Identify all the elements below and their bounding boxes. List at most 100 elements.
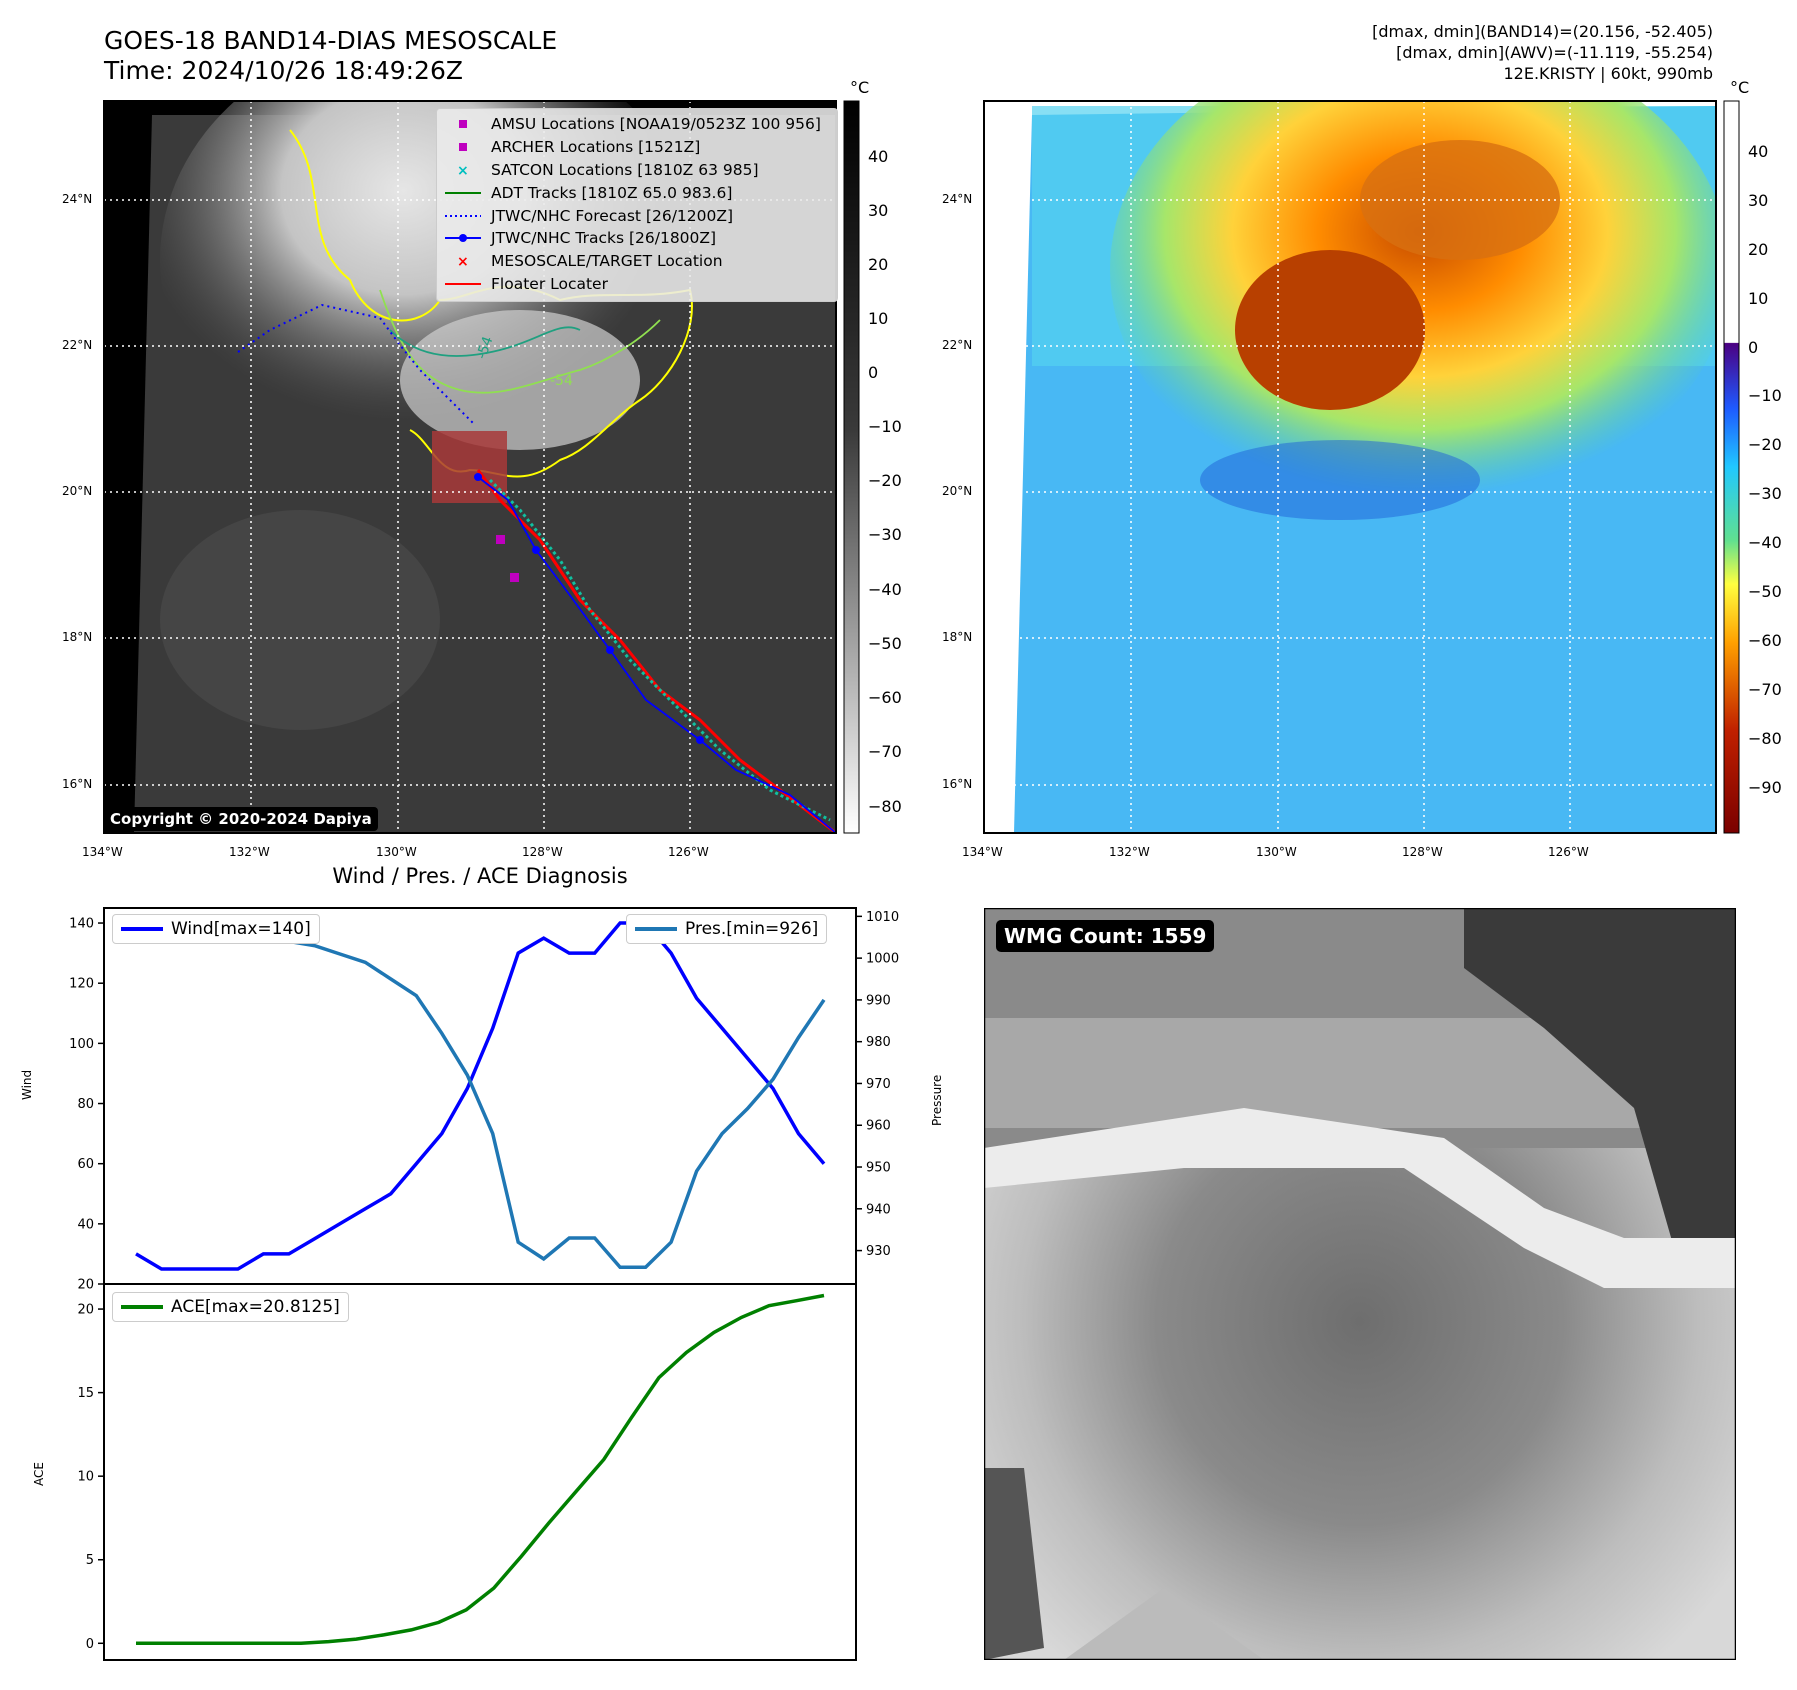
ace-axis-tick-label-1: 15 [77, 1386, 94, 1401]
lon2-tick-132: 132°W [1109, 845, 1150, 859]
gray-cb-m10: −10 [868, 417, 902, 436]
gray-colorbar [843, 100, 860, 834]
lon-tick-132: 132°W [229, 845, 270, 859]
color-cb-m40: −40 [1748, 533, 1782, 552]
color-cb-m10: −10 [1748, 386, 1782, 405]
lat-tick-24: 24°N [62, 192, 93, 206]
color-cb-m70: −70 [1748, 680, 1782, 699]
lon2-tick-130: 130°W [1256, 845, 1297, 859]
wind-axis-tick-label-3: 80 [77, 1097, 94, 1112]
gray-cb-40: 40 [868, 147, 889, 166]
color-cb-20: 20 [1748, 240, 1769, 259]
band14-range: [dmax, dmin](BAND14)=(20.156, -52.405) [1372, 22, 1713, 41]
diagnosis-title: Wind / Pres. / ACE Diagnosis [332, 864, 628, 888]
gray-cb-m40: −40 [868, 580, 902, 599]
color-cb-0: 0 [1748, 338, 1759, 357]
lat-tick-16: 16°N [62, 777, 93, 791]
legend-mesoscale: MESOSCALE/TARGET Location [491, 252, 723, 271]
lon2-tick-134: 134°W [962, 845, 1003, 859]
lat-tick-22: 22°N [62, 338, 93, 352]
wind-axis-tick-label-1: 120 [69, 977, 94, 992]
gray-cb-m60: −60 [868, 688, 902, 707]
lat2-tick-20: 20°N [942, 484, 973, 498]
legend-satcon: SATCON Locations [1810Z 63 985] [491, 160, 759, 179]
gray-cb-m30: −30 [868, 525, 902, 544]
gray-cb-m80: −80 [868, 797, 902, 816]
ace-axis-tick-label-2: 10 [77, 1470, 94, 1485]
lon-tick-134: 134°W [82, 845, 123, 859]
color-cb-m80: −80 [1748, 729, 1782, 748]
wind-axis-tick-label-6: 20 [77, 1278, 94, 1293]
color-cb-m30: −30 [1748, 484, 1782, 503]
lat2-tick-24: 24°N [942, 192, 973, 206]
pressure-legend: Pres.[min=926] [626, 914, 828, 944]
color-cb-m90: −90 [1748, 778, 1782, 797]
gray-cb-10: 10 [868, 309, 889, 328]
pressure-axis-tick-label-5: 960 [866, 1119, 891, 1134]
legend-tracks: JTWC/NHC Tracks [26/1800Z] [491, 229, 717, 248]
main-timestamp: Time: 2024/10/26 18:49:26Z [104, 56, 463, 85]
wind-axis-tick-label-2: 100 [69, 1037, 94, 1052]
main-title: GOES-18 BAND14-DIAS MESOSCALE [104, 26, 558, 55]
wind-axis-label: Wind [20, 1069, 34, 1100]
ace-axis-tick-label-3: 5 [86, 1553, 94, 1568]
storm-info: 12E.KRISTY | 60kt, 990mb [1503, 64, 1714, 83]
color-cb-m60: −60 [1748, 631, 1782, 650]
color-cb-10: 10 [1748, 289, 1769, 308]
color-cb-30: 30 [1748, 191, 1769, 210]
gray-cb-0: 0 [868, 363, 879, 382]
color-cb-unit: °C [1730, 78, 1750, 97]
legend-archer: ARCHER Locations [1521Z] [491, 138, 701, 157]
pressure-legend-text: Pres.[min=926] [685, 919, 819, 939]
lon-tick-126: 126°W [668, 845, 709, 859]
copyright-badge: Copyright © 2020-2024 Dapiya [104, 807, 378, 831]
pressure-axis-tick-label-0: 1010 [866, 910, 899, 925]
pressure-axis-tick-label-8: 930 [866, 1244, 891, 1259]
legend-forecast: JTWC/NHC Forecast [26/1200Z] [491, 206, 734, 225]
gray-cb-m20: −20 [868, 471, 902, 490]
wind-axis-tick-label-4: 60 [77, 1157, 94, 1172]
svg-text:×: × [457, 254, 469, 269]
wind-axis-tick-label-5: 40 [77, 1217, 94, 1232]
ace-axis-tick-label-0: 20 [77, 1303, 94, 1318]
color-colorbar [1723, 100, 1740, 834]
lat2-tick-22: 22°N [942, 338, 973, 352]
color-cb-m20: −20 [1748, 435, 1782, 454]
ace-legend-text: ACE[max=20.8125] [171, 1297, 340, 1317]
pressure-axis-tick-label-2: 990 [866, 993, 891, 1008]
lon2-tick-128: 128°W [1402, 845, 1443, 859]
lat-tick-18: 18°N [62, 630, 93, 644]
lon2-tick-126: 126°W [1548, 845, 1589, 859]
color-cb-m50: −50 [1748, 582, 1782, 601]
lat2-tick-16: 16°N [942, 777, 973, 791]
pressure-axis-tick-label-4: 970 [866, 1077, 891, 1092]
contour-label-b: -54 [550, 373, 573, 389]
lat-tick-20: 20°N [62, 484, 93, 498]
lat2-tick-18: 18°N [942, 630, 973, 644]
ace-series-line [136, 1293, 825, 1646]
wind-legend-text: Wind[max=140] [171, 919, 311, 939]
ace-axis-label: ACE [32, 1462, 46, 1486]
pressure-axis-tick-label-1: 1000 [866, 952, 899, 967]
gray-cb-30: 30 [868, 201, 889, 220]
wind-axis-tick-label-0: 140 [69, 917, 94, 932]
lon-tick-128: 128°W [522, 845, 563, 859]
legend-adt: ADT Tracks [1810Z 65.0 983.6] [491, 183, 733, 202]
wmg-panel [984, 908, 1736, 1660]
gray-cb-m50: −50 [868, 634, 902, 653]
color-cb-40: 40 [1748, 142, 1769, 161]
pressure-axis-label: Pressure [930, 1074, 944, 1126]
wind-series-line [135, 921, 826, 1271]
contour-label-a: -54 [474, 334, 497, 361]
svg-text:×: × [457, 163, 469, 178]
map-legend: AMSU Locations [NOAA19/0523Z 100 956] AR… [436, 108, 838, 303]
gray-cb-20: 20 [868, 255, 889, 274]
grayscale-map-panel: -54 -54 [103, 100, 1740, 834]
ace-axis-tick-label-4: 0 [86, 1637, 94, 1652]
awv-range: [dmax, dmin](AWV)=(-11.119, -55.254) [1396, 43, 1713, 62]
legend-amsu: AMSU Locations [NOAA19/0523Z 100 956] [491, 115, 821, 134]
lon-tick-130: 130°W [376, 845, 417, 859]
ace-legend: ACE[max=20.8125] [112, 1292, 349, 1322]
wmg-count-badge: WMG Count: 1559 [996, 920, 1215, 952]
